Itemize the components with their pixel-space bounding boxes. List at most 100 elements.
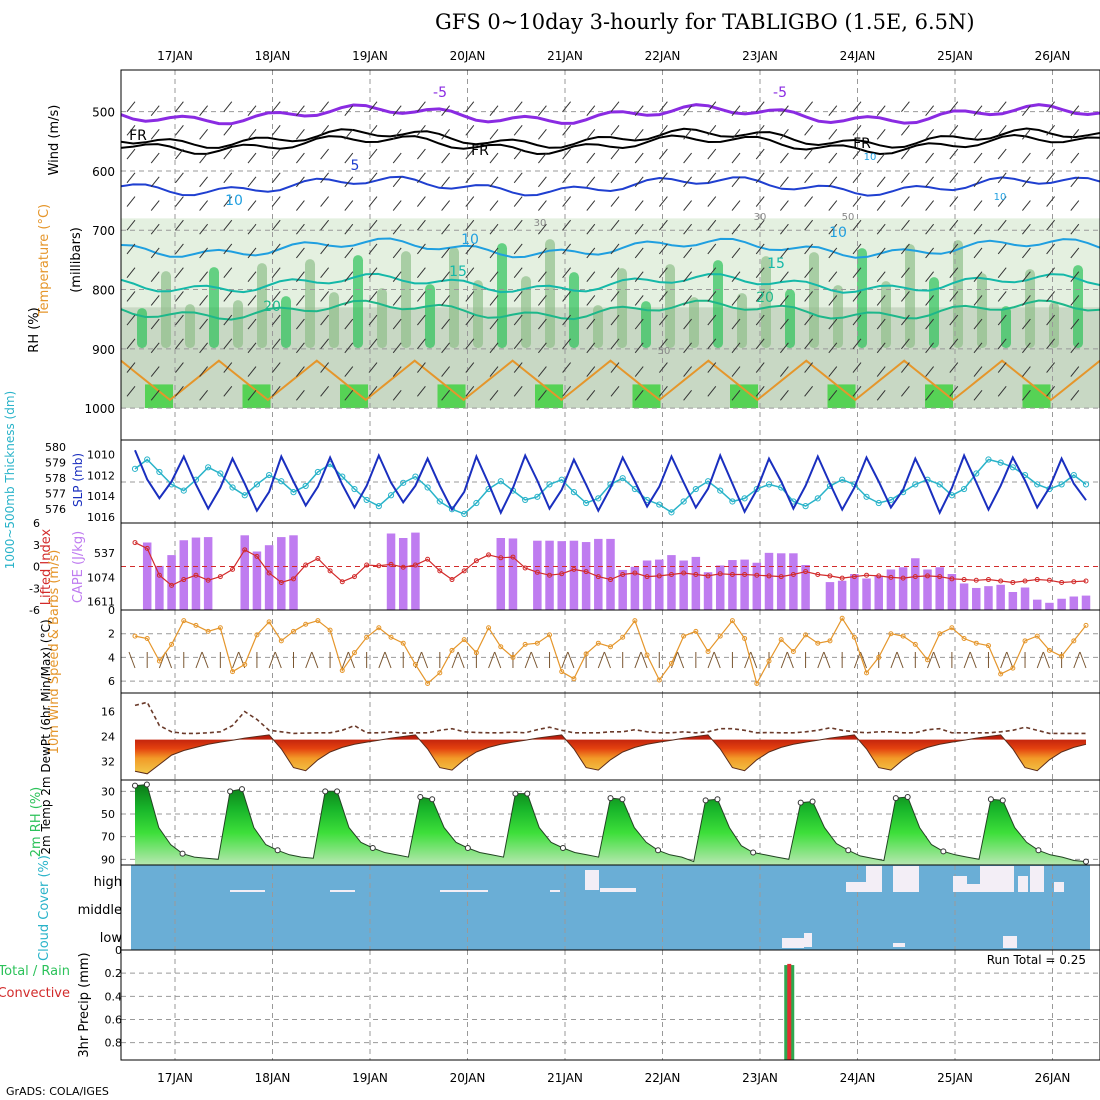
cape-bar xyxy=(191,537,201,610)
upper-wind-barb xyxy=(150,318,160,330)
cape-bar xyxy=(630,566,640,610)
upper-wind-barb xyxy=(296,342,305,354)
lifted-index-marker xyxy=(1022,578,1028,584)
upper-wind-barb xyxy=(925,247,934,259)
wind-speed-marker xyxy=(595,640,601,646)
upper-wind-barb xyxy=(562,385,571,397)
rh-shade-plume xyxy=(449,247,459,349)
upper-wind-barb xyxy=(997,219,1007,231)
upper-wind-barb xyxy=(320,385,329,397)
upper-wind-barb xyxy=(804,196,813,207)
upper-wind-barb xyxy=(417,101,426,112)
upper-wind-barb xyxy=(489,223,499,235)
thickness-marker xyxy=(741,495,748,502)
thickness-marker xyxy=(875,499,882,507)
upper-wind-barb xyxy=(126,101,136,112)
upper-wind-barb xyxy=(175,148,184,160)
cloud-block xyxy=(330,890,355,892)
lifted-index-marker xyxy=(973,577,979,583)
rh-marker xyxy=(334,788,341,795)
upper-wind-barb xyxy=(804,385,813,397)
upper-wind-barb xyxy=(852,243,862,255)
slp-tick-label: 1016 xyxy=(87,511,115,524)
wind-speed-marker xyxy=(559,669,565,675)
slp-tick-label: 1014 xyxy=(87,490,115,503)
upper-wind-barb xyxy=(755,338,765,350)
rh-shade-plume xyxy=(569,272,579,349)
cape-bar xyxy=(203,537,213,610)
wind-speed-marker xyxy=(888,631,894,637)
surface-wind-barb xyxy=(561,651,569,669)
upper-wind-barb xyxy=(562,219,571,231)
upper-wind-barb xyxy=(973,152,983,164)
lifted-index-marker xyxy=(254,553,260,559)
rh-shade-plume xyxy=(209,267,219,349)
upper-wind-barb xyxy=(852,125,862,136)
upper-wind-barb xyxy=(223,172,233,184)
rh-shade-moist xyxy=(145,384,173,409)
cape-tick-label: 1611 xyxy=(87,595,115,608)
cape-bar xyxy=(277,537,286,610)
upper-wind-barb xyxy=(901,148,910,160)
li-tick-label: 3 xyxy=(33,539,40,552)
upper-wind-barb xyxy=(513,267,523,278)
cloud-block xyxy=(440,890,488,892)
upper-wind-barb xyxy=(804,148,813,160)
upper-wind-barb xyxy=(876,105,886,116)
upper-wind-barb xyxy=(876,176,886,188)
upper-wind-barb xyxy=(949,243,959,255)
upper-wind-barb xyxy=(489,271,499,282)
isotherm-label: 15 xyxy=(767,256,785,272)
upper-wind-barb xyxy=(538,105,547,116)
rh-marker xyxy=(179,850,186,857)
upper-wind-barb xyxy=(828,295,838,306)
thickness-marker xyxy=(351,485,358,493)
upper-wind-barb xyxy=(1070,271,1080,282)
cloud-block xyxy=(893,866,919,892)
rh-shade-moist xyxy=(925,384,953,409)
wind-speed-marker xyxy=(754,681,760,687)
upper-wind-barb xyxy=(562,125,571,136)
upper-wind-barb xyxy=(417,219,426,231)
upper-wind-barb xyxy=(997,267,1007,278)
date-tick-top: 17JAN xyxy=(157,49,193,63)
upper-wind-barb xyxy=(731,105,741,116)
surface-wind-barb xyxy=(530,651,538,669)
upper-wind-barb xyxy=(271,385,281,397)
precip-frame xyxy=(120,949,1100,1061)
upper-wind-barb xyxy=(538,247,547,259)
thickness-line xyxy=(134,458,1087,515)
wind-speed-marker xyxy=(608,644,613,650)
lifted-index-marker xyxy=(339,579,345,585)
upper-wind-barb xyxy=(876,200,886,211)
rh-shade-plume xyxy=(809,252,819,349)
upper-wind-barb xyxy=(804,338,813,350)
upper-wind-barb xyxy=(441,223,450,235)
upper-wind-barb xyxy=(150,366,160,377)
upper-wind-barb xyxy=(465,267,475,278)
upper-wind-barb xyxy=(683,342,692,354)
cape-bar xyxy=(496,538,506,610)
upper-wind-barb xyxy=(1070,152,1080,164)
upper-wind-barb xyxy=(368,385,378,397)
upper-wind-barb xyxy=(223,314,233,326)
upper-wind-barb xyxy=(683,152,692,164)
upper-wind-barb xyxy=(828,129,838,140)
upper-wind-barb xyxy=(513,243,523,255)
thickness-marker xyxy=(814,495,821,502)
upper-wind-barb xyxy=(465,385,475,397)
thickness-marker xyxy=(497,478,504,485)
upper-wind-barb xyxy=(392,271,402,282)
upper-wind-barb xyxy=(610,385,620,397)
upper-wind-barb xyxy=(634,366,644,377)
surface-wind-barb xyxy=(201,651,209,669)
upper-wind-barb xyxy=(780,366,789,377)
rh-area xyxy=(135,784,1086,865)
wind-speed-marker xyxy=(181,618,187,624)
upper-wind-barb xyxy=(368,362,378,373)
upper-wind-barb xyxy=(344,271,354,282)
upper-wind-barb xyxy=(659,385,668,397)
thickness-marker xyxy=(1009,464,1016,471)
upper-wind-barb xyxy=(296,271,305,282)
date-tick-top: 23JAN xyxy=(742,49,778,63)
